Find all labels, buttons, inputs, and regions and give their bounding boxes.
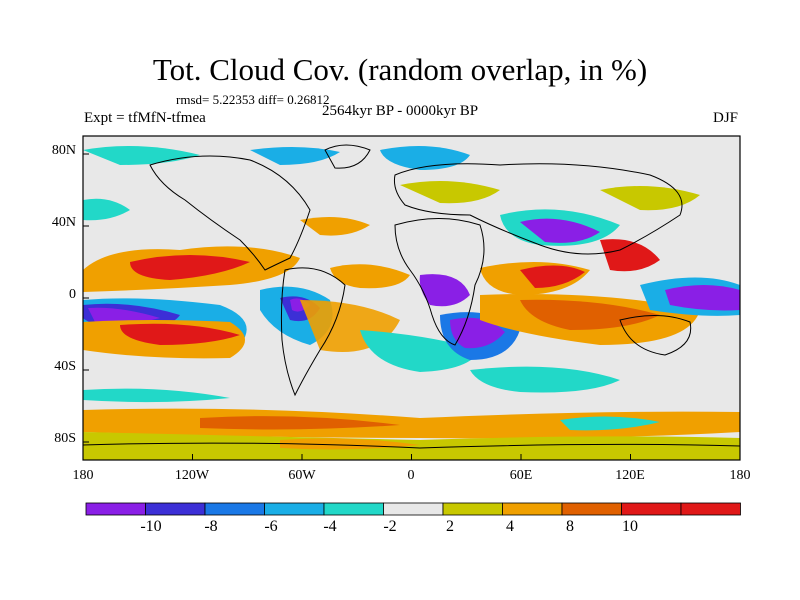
- colorbar-swatch: [383, 502, 444, 516]
- lon-tick-180e: 180: [729, 468, 751, 483]
- lat-tick-80n: 80N: [51, 143, 76, 158]
- lat-tick-40s: 40S: [54, 359, 76, 374]
- colorbar-swatch: [561, 502, 622, 516]
- colorbar-label: 4: [506, 518, 514, 535]
- experiment-label: Expt = tfMfN-tfmea: [84, 110, 206, 126]
- axis-ticks: [83, 153, 631, 460]
- colorbar-swatch: [621, 502, 682, 516]
- colorbar-swatch: [145, 502, 206, 516]
- lon-tick-120e: 120E: [615, 468, 645, 483]
- lon-tick-0: 0: [407, 468, 415, 483]
- lon-tick-60w: 60W: [288, 468, 316, 483]
- stats-text: rmsd= 5.22353 diff= 0.26812: [176, 92, 330, 107]
- lon-tick-60e: 60E: [509, 468, 533, 483]
- colorbar-swatch: [680, 502, 741, 516]
- colorbar-label: 10: [622, 518, 638, 535]
- lon-tick-120w: 120W: [174, 468, 210, 483]
- colorbar-swatch: [502, 502, 563, 516]
- colorbar-label: -8: [204, 518, 218, 535]
- lat-tick-40n: 40N: [51, 215, 76, 230]
- period-label: 2564kyr BP - 0000kyr BP: [322, 103, 479, 119]
- colorbar-label: 8: [566, 518, 574, 535]
- lat-tick-80s: 80S: [54, 431, 76, 446]
- colorbar-swatch: [442, 502, 503, 516]
- colorbar-swatch: [264, 502, 325, 516]
- colorbar-swatch: [85, 502, 146, 516]
- colorbar-label: -4: [323, 518, 337, 535]
- anomaly-field: [83, 136, 740, 460]
- map-title: Tot. Cloud Cov. (random overlap, in %): [152, 52, 648, 87]
- colorbar-swatch: [204, 502, 265, 516]
- season-label: DJF: [712, 110, 738, 126]
- colorbar-label: -10: [140, 518, 162, 535]
- colorbar-label: 2: [446, 518, 454, 535]
- lon-tick-180w: 180: [72, 468, 94, 483]
- lat-tick-0: 0: [69, 287, 76, 302]
- colorbar-label: -6: [264, 518, 278, 535]
- colorbar: [85, 502, 741, 516]
- colorbar-label: -2: [383, 518, 397, 535]
- colorbar-swatch: [323, 502, 384, 516]
- coastlines: [83, 144, 740, 449]
